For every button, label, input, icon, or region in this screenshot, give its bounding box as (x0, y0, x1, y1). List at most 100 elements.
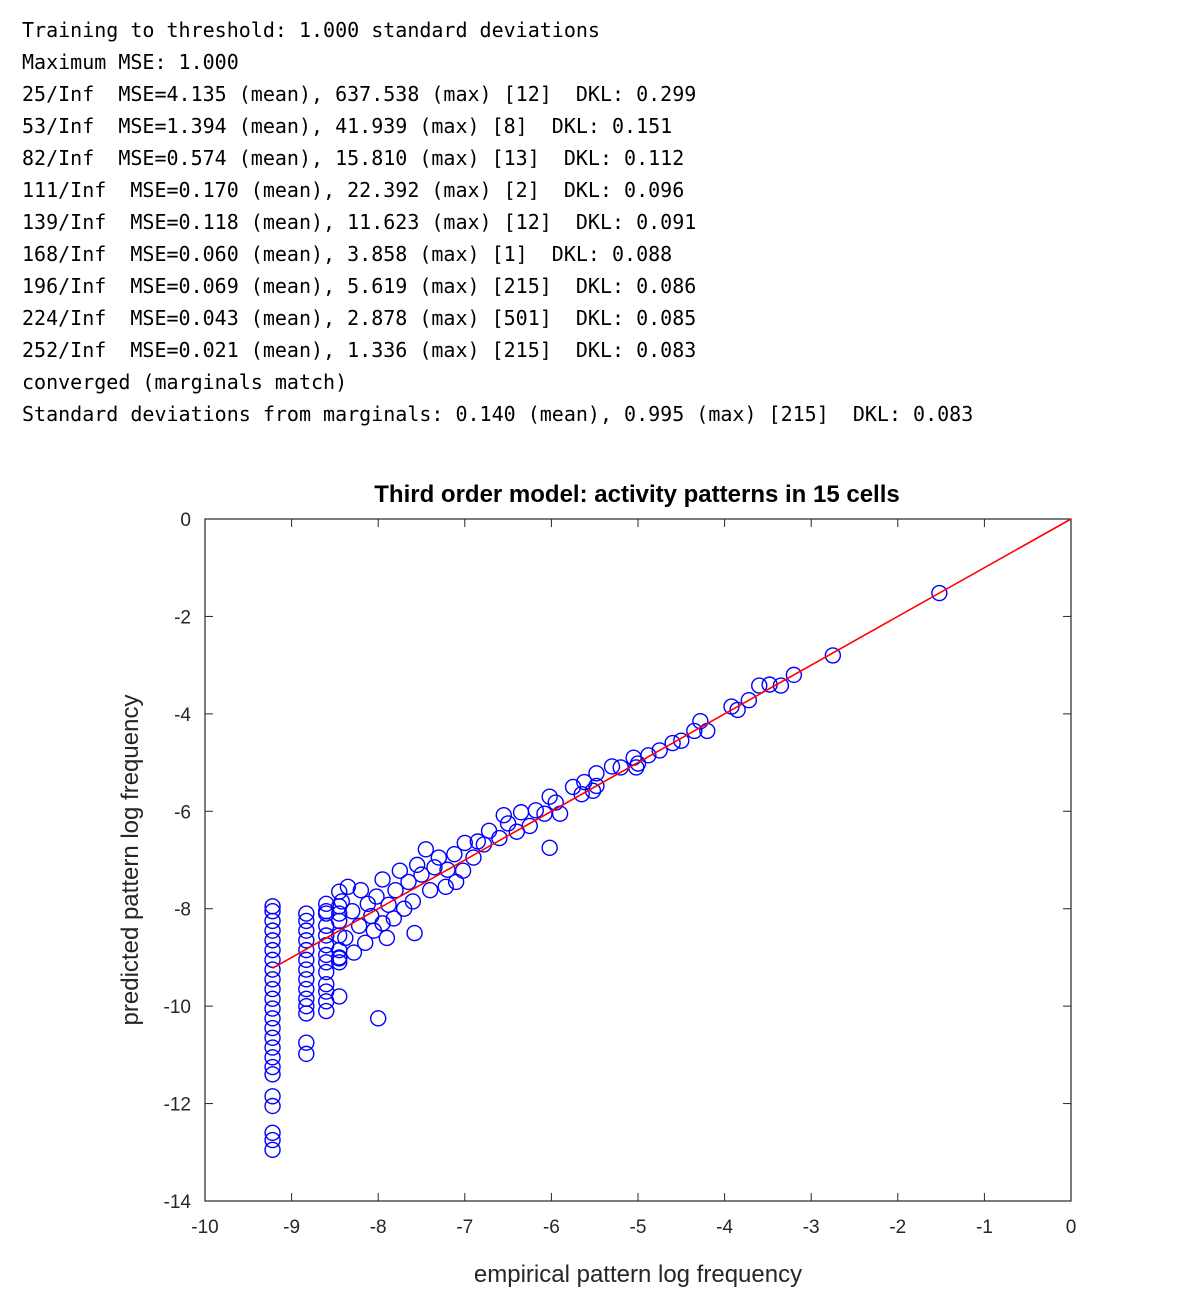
data-point (318, 976, 335, 993)
data-point (264, 971, 281, 988)
data-point (469, 833, 486, 850)
data-point (417, 841, 435, 858)
data-point (264, 980, 281, 998)
console-line: converged (marginals match) (22, 370, 348, 394)
data-point (264, 1141, 281, 1159)
data-point (331, 883, 348, 900)
data-point (603, 758, 621, 775)
console-line: Training to threshold: 1.000 standard de… (22, 18, 600, 42)
x-tick-label: -2 (889, 1217, 906, 1238)
console-line: 53/Inf MSE=1.394 (mean), 41.939 (max) [8… (22, 114, 673, 138)
data-point (686, 722, 703, 740)
data-point (391, 862, 409, 879)
data-point (298, 1034, 315, 1051)
axis-ticks: -10 -9 -8 -7 -6 -5 -4 -3 -2 -1 00-2-4-6-8-10-12-14 (164, 510, 1077, 1238)
data-point (374, 871, 391, 888)
data-point (318, 946, 335, 964)
data-point (651, 742, 668, 759)
data-point (331, 950, 348, 967)
data-point (264, 1066, 281, 1083)
x-tick-label: -1 (976, 1217, 993, 1238)
data-point (370, 1010, 387, 1027)
y-tick-label: -14 (164, 1192, 192, 1213)
x-tick-label: 0 (1066, 1217, 1077, 1238)
data-point (264, 1049, 281, 1066)
data-point (824, 647, 842, 664)
data-point (536, 805, 553, 822)
data-point (785, 666, 803, 684)
data-point (588, 777, 605, 795)
data-point (350, 917, 368, 934)
data-point (378, 929, 396, 947)
data-point (298, 922, 315, 939)
data-point (426, 859, 443, 876)
data-point (318, 983, 335, 1000)
data-point (395, 900, 413, 917)
data-point (664, 734, 681, 752)
x-tick-label: -3 (803, 1217, 820, 1238)
x-tick-label: -5 (630, 1217, 647, 1238)
x-tick-label: -8 (370, 1217, 387, 1238)
console-line: 196/Inf MSE=0.069 (mean), 5.619 (max) [2… (22, 274, 697, 298)
data-point (400, 873, 417, 891)
data-point (298, 980, 315, 998)
console-line: 82/Inf MSE=0.574 (mean), 15.810 (max) [1… (22, 146, 685, 170)
y-tick-label: -4 (174, 705, 191, 726)
data-point (576, 773, 593, 791)
data-point (264, 1029, 281, 1047)
data-point (318, 927, 335, 944)
data-points (264, 584, 948, 1159)
data-point (692, 712, 709, 730)
data-point (264, 961, 281, 978)
console-line: 111/Inf MSE=0.170 (mean), 22.392 (max) [… (22, 178, 685, 202)
data-point (430, 849, 448, 866)
data-point (264, 1039, 281, 1056)
data-point (499, 815, 517, 832)
data-point (380, 896, 397, 914)
data-point (357, 934, 374, 952)
data-point (264, 1097, 281, 1115)
data-point (264, 902, 281, 920)
data-point (298, 961, 315, 978)
data-point (673, 732, 690, 749)
x-tick-label: -4 (716, 1217, 733, 1238)
data-point (264, 1010, 281, 1027)
y-tick-label: -2 (174, 607, 191, 628)
data-point (264, 1131, 281, 1149)
scatter-plot: Third order model: activity patterns in … (117, 481, 1077, 1288)
data-point (931, 584, 948, 602)
data-point (264, 1019, 281, 1037)
data-point (359, 895, 377, 913)
data-point (413, 866, 430, 883)
reference-line (272, 518, 1072, 969)
data-point (298, 1045, 315, 1063)
data-point (298, 905, 315, 922)
data-point (541, 788, 558, 805)
y-axis-title: predicted pattern log frequency (117, 695, 144, 1026)
y-tick-label: -10 (164, 997, 191, 1018)
console-line: 224/Inf MSE=0.043 (mean), 2.878 (max) [5… (22, 306, 697, 330)
data-point (264, 1000, 281, 1017)
data-point (446, 845, 463, 863)
data-point (447, 873, 465, 891)
console-line: 252/Inf MSE=0.021 (mean), 1.336 (max) [2… (22, 338, 697, 362)
data-point (264, 1058, 281, 1076)
data-point (318, 993, 335, 1010)
data-point (318, 895, 335, 913)
data-point (584, 782, 602, 800)
data-point (318, 963, 335, 981)
x-tick-label: -7 (456, 1217, 473, 1238)
data-point (298, 990, 315, 1008)
data-point (264, 1088, 281, 1105)
data-point (740, 692, 758, 709)
data-point (465, 849, 482, 866)
data-point (352, 882, 370, 899)
x-tick-label: -6 (543, 1217, 560, 1238)
data-point (264, 990, 281, 1008)
data-point (564, 778, 582, 796)
data-point (439, 861, 456, 878)
data-point (456, 834, 473, 852)
data-point (588, 765, 605, 782)
data-point (264, 941, 281, 959)
data-point (264, 932, 281, 949)
